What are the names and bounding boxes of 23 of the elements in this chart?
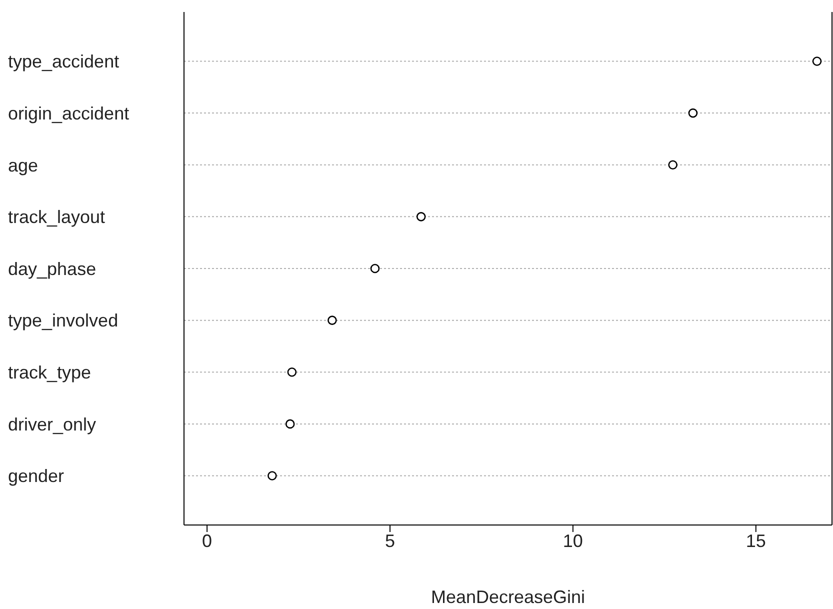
point bbox=[688, 108, 698, 118]
point bbox=[416, 212, 426, 222]
y-tick-label: type_accident bbox=[8, 52, 120, 72]
y-tick-label: driver_only bbox=[8, 414, 96, 434]
y-tick-label: track_type bbox=[8, 362, 92, 383]
y-tick-label: day_phase bbox=[8, 258, 96, 279]
x-tick-label: 0 bbox=[202, 530, 212, 551]
point bbox=[287, 367, 297, 377]
point bbox=[285, 419, 295, 429]
y-tick-label: origin_accident bbox=[8, 103, 130, 124]
point bbox=[668, 160, 678, 170]
x-tick-label: 15 bbox=[746, 530, 766, 551]
y-tick-label: gender bbox=[8, 466, 64, 486]
point bbox=[370, 264, 380, 274]
point bbox=[268, 471, 277, 480]
y-tick-label: track_layout bbox=[8, 207, 106, 228]
point bbox=[328, 316, 337, 325]
x-axis-title: MeanDecreaseGini bbox=[430, 587, 586, 607]
point bbox=[812, 56, 822, 66]
x-tick-label: 10 bbox=[562, 530, 583, 551]
x-tick-label: 5 bbox=[384, 530, 396, 551]
y-tick-label: age bbox=[8, 155, 38, 176]
y-tick-label: type_involved bbox=[8, 310, 118, 331]
